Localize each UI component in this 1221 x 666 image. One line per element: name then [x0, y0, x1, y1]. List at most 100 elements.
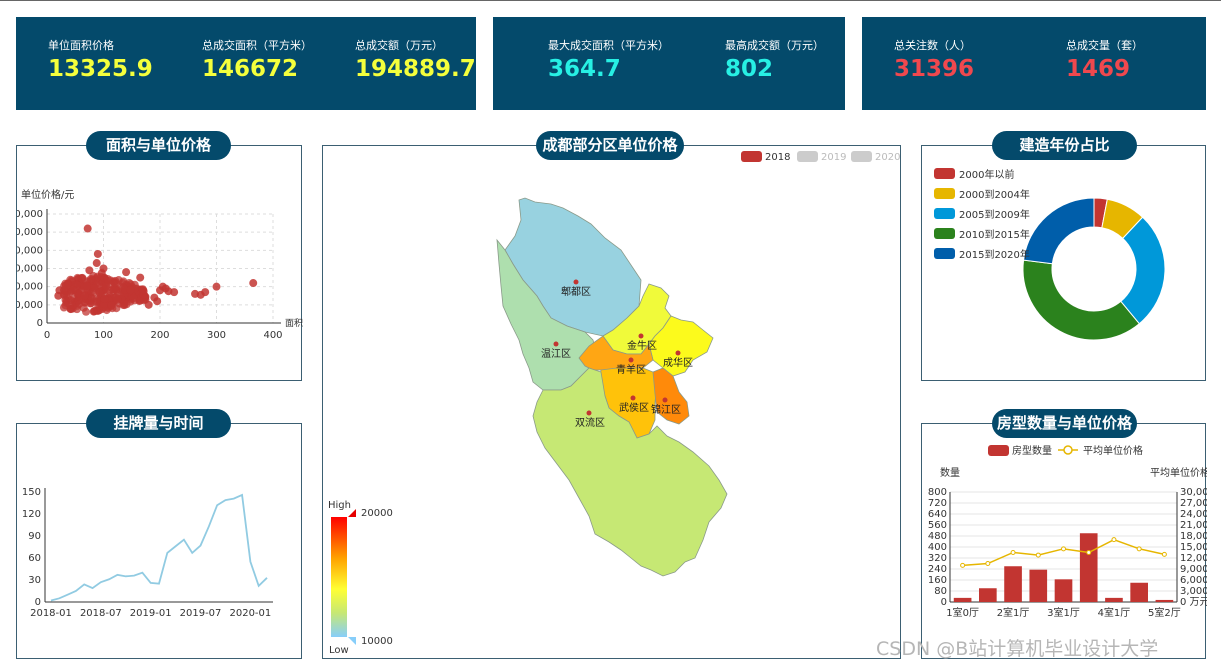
map-visualmap-low: Low [329, 645, 349, 656]
scatter-ylabel: 单位价格/元 [21, 188, 74, 201]
scatter-point [97, 269, 106, 278]
pie-legend-swatch [934, 168, 955, 179]
scatter-ytick: 40,000 [17, 245, 43, 256]
scatter-point [153, 297, 162, 306]
region-jinjiang[interactable] [652, 367, 690, 425]
map-visualmap-handle-top [348, 509, 356, 517]
scatter-point [61, 301, 70, 310]
bar-ytick-left: 0 [941, 597, 947, 608]
pie-title: 建造年份占比 [992, 131, 1137, 160]
line-ytick: 90 [28, 531, 41, 542]
scatter-xtick: 400 [263, 330, 282, 341]
scatter-point [80, 298, 89, 307]
bar-rect [1004, 566, 1022, 602]
bar-legend-label: 房型数量 [1012, 444, 1052, 457]
map-region-marker [638, 333, 644, 339]
bar-legend-label: 平均单位价格 [1083, 444, 1143, 457]
kpi-value: 146672 [202, 56, 299, 82]
scatter-title: 面积与单位价格 [86, 131, 231, 160]
map-visualmap-high: High [328, 500, 351, 511]
bar-panel: 房型数量 平均单位价格 数量 平均单位价格 0 80 160 240 320 400 480 560 6… [921, 423, 1207, 659]
pie-legend-label: 2010到2015年 [959, 228, 1030, 241]
scatter-point [63, 279, 72, 288]
scatter-point [107, 300, 116, 309]
map-region-label: 锦江区 [651, 403, 681, 416]
pie-legend-label: 2000年以前 [959, 168, 1014, 181]
map-legend-label: 2018 [765, 152, 790, 163]
scatter-point [126, 286, 135, 295]
region-qingyang[interactable] [578, 335, 654, 371]
pie-slice [1120, 216, 1166, 325]
scatter-point [83, 224, 92, 233]
bar-rect [1105, 597, 1123, 602]
bar-line-point [1086, 550, 1092, 555]
watermark: CSDN @B站计算机毕业设计大学 [876, 638, 1159, 660]
scatter-point [201, 288, 210, 297]
bar-line-point [985, 561, 991, 566]
bar-ytick-left: 720 [928, 498, 947, 509]
scatter-point [212, 282, 221, 291]
map-region-marker [662, 397, 668, 403]
bar-ytick-right: 30,000 [1180, 487, 1207, 498]
bar-ylabel-right: 平均单位价格 [1150, 466, 1207, 479]
bar-ytick-right: 9,000 [1180, 564, 1207, 575]
bar-xtick: 5室2厅 [1148, 606, 1181, 619]
scatter-ytick: 0 [37, 318, 43, 329]
scatter-ytick: 30,000 [17, 264, 43, 275]
scatter-point [135, 296, 144, 305]
kpi-value: 1469 [1066, 56, 1131, 82]
kpi-label: 总成交量（套） [1066, 39, 1143, 52]
bar-line-point [1136, 546, 1142, 552]
bar-ytick-left: 240 [928, 564, 947, 575]
kpi-value: 31396 [894, 56, 975, 82]
map-region-marker [573, 279, 579, 285]
scatter-point [92, 259, 101, 268]
bar-ytick-left: 640 [928, 509, 947, 520]
scatter-point [101, 282, 110, 291]
scatter-xtick: 300 [207, 330, 226, 341]
scatter-point [82, 282, 91, 291]
bar-line-point [1161, 551, 1167, 557]
bar-ytick-left: 800 [928, 487, 947, 498]
bar-ytick-left: 400 [928, 542, 947, 553]
bar-ytick-right: 21,000 [1180, 520, 1207, 531]
scatter-point [92, 294, 101, 303]
scatter-point [59, 286, 68, 295]
line-ytick: 30 [28, 575, 41, 586]
bar-rect [1130, 582, 1148, 602]
line-xtick: 2019-07 [180, 608, 222, 619]
bar-rect [1054, 579, 1073, 602]
scatter-ytick: 60,000 [17, 209, 43, 220]
map-region-label: 郫都区 [561, 285, 591, 298]
scatter-point [249, 279, 258, 288]
region-shuangliu[interactable] [532, 367, 728, 577]
bar-line-point [960, 562, 966, 568]
scatter-point [78, 274, 87, 283]
bar-title: 房型数量与单位价格 [992, 409, 1137, 438]
bar-xtick: 2室1厅 [997, 606, 1030, 619]
scatter-panel: 单位价格/元 0 10,000 20,000 30,000 40,000 50,000 60,… [16, 145, 303, 381]
scatter-point [82, 307, 91, 316]
bar-ytick-right: 6,000 [1180, 575, 1207, 586]
kpi-value: 364.7 [548, 56, 621, 82]
pie-legend-label: 2005到2009年 [959, 208, 1030, 221]
pie-legend-label: 2000到2004年 [959, 188, 1030, 201]
line-xtick: 2018-01 [30, 608, 72, 619]
pie-legend-label: 2015到2020年 [959, 248, 1030, 261]
scatter-point [139, 286, 148, 295]
bar-rect [1029, 569, 1048, 602]
pie-legend-swatch [934, 208, 955, 219]
kpi-label: 总成交额（万元） [355, 39, 443, 52]
bar-ytick-right: 27,000 [1180, 498, 1207, 509]
map-region-marker [675, 350, 681, 356]
map-region-marker [630, 395, 636, 401]
map-visualmap-bar [331, 517, 347, 637]
map-region-label: 双流区 [575, 416, 605, 429]
scatter-point [111, 279, 120, 288]
scatter-point [86, 274, 95, 283]
line-ytick: 120 [22, 509, 41, 520]
kpi-label: 最大成交面积（平方米） [548, 39, 669, 52]
scatter-point [54, 291, 63, 300]
